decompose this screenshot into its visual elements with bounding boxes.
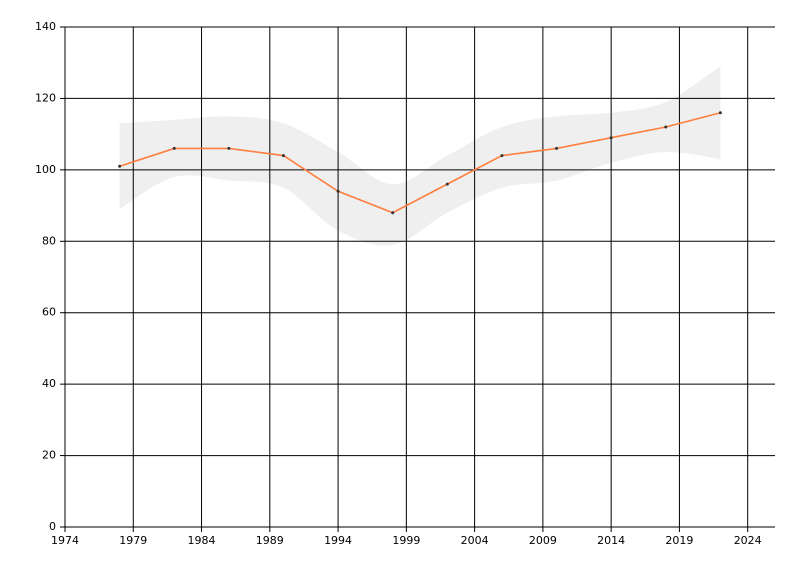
y-tick-label: 60 — [42, 306, 56, 319]
x-tick-label: 1999 — [392, 534, 420, 547]
line — [119, 111, 721, 214]
point — [118, 164, 122, 168]
x-tick-label: 2024 — [734, 534, 762, 547]
point — [445, 182, 449, 186]
confidence-band — [119, 66, 721, 246]
point — [664, 125, 668, 129]
x-tick-label: 1979 — [119, 534, 147, 547]
y-tick-label: 20 — [42, 449, 56, 462]
x-tick-label: 1984 — [188, 534, 216, 547]
x-tick-label: 1989 — [256, 534, 284, 547]
y-tick-label: 40 — [42, 377, 56, 390]
point — [609, 136, 613, 140]
point — [555, 146, 559, 150]
point — [172, 146, 176, 150]
x-tick-label: 1974 — [51, 534, 79, 547]
point — [227, 146, 231, 150]
y-tick-label: 80 — [42, 234, 56, 247]
x-tick-label: 2014 — [597, 534, 625, 547]
point — [281, 154, 285, 158]
point — [718, 111, 722, 115]
y-tick-label: 100 — [35, 163, 56, 176]
y-tick-label: 0 — [49, 520, 56, 533]
x-tick-label: 2009 — [529, 534, 557, 547]
point — [336, 189, 340, 193]
y-tick-label: 140 — [35, 20, 56, 33]
y-tick-label: 120 — [35, 91, 56, 104]
point — [500, 154, 504, 158]
x-tick-label: 1994 — [324, 534, 352, 547]
x-tick-label: 2004 — [461, 534, 489, 547]
x-tick-label: 2019 — [665, 534, 693, 547]
point — [391, 211, 395, 215]
